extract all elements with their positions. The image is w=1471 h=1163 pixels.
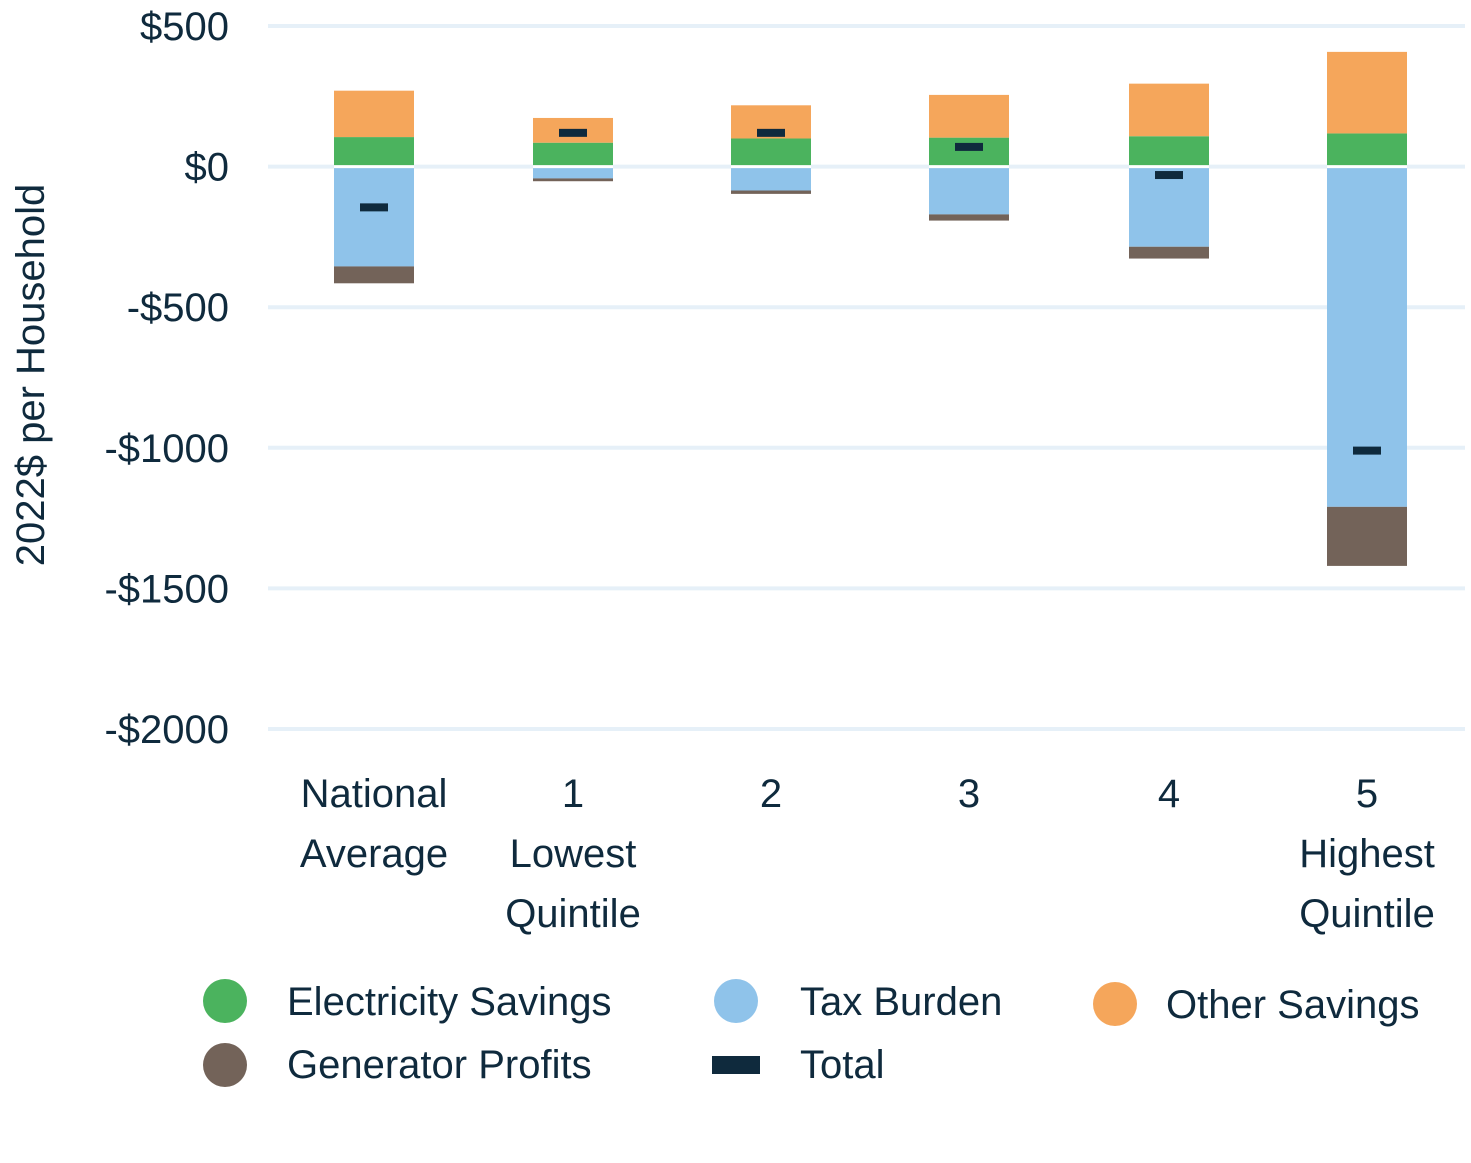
y-axis-ticks: $500 $0 -$500 -$1000 -$1500 -$2000 — [104, 5, 229, 752]
bar-tax-burden — [731, 166, 811, 191]
bar-electricity-savings — [334, 137, 414, 167]
x-tick-label: National — [301, 772, 448, 816]
bar-generator-profits — [929, 214, 1009, 221]
bar-other-savings — [1327, 51, 1407, 134]
total-marker — [360, 203, 388, 212]
total-marker — [1353, 446, 1381, 455]
bar-generator-profits — [1129, 246, 1209, 259]
y-tick-label: -$2000 — [104, 708, 229, 752]
x-tick-label: 2 — [760, 772, 782, 816]
x-tick-label: Highest — [1299, 832, 1435, 876]
legend: Electricity Savings Tax Burden Other Savin… — [203, 979, 1419, 1087]
bar-electricity-savings — [1327, 133, 1407, 167]
bar-electricity-savings — [1129, 136, 1209, 167]
legend-label-generator-profits: Generator Profits — [287, 1043, 592, 1087]
y-tick-label: -$500 — [127, 286, 229, 330]
legend-swatch-total — [712, 1056, 760, 1074]
legend-swatch-generator-profits — [203, 1043, 247, 1087]
legend-label-total: Total — [800, 1043, 885, 1087]
legend-label-other-savings: Other Savings — [1166, 983, 1419, 1027]
x-tick-label: 5 — [1356, 772, 1378, 816]
bar-generator-profits — [334, 266, 414, 284]
bar-tax-burden — [334, 166, 414, 267]
bar-generator-profits — [533, 178, 613, 182]
x-tick-label: Quintile — [1299, 892, 1435, 936]
y-tick-label: $500 — [140, 5, 229, 49]
bar-generator-profits — [731, 190, 811, 194]
legend-label-electricity-savings: Electricity Savings — [287, 980, 612, 1024]
legend-swatch-electricity-savings — [203, 979, 247, 1023]
total-marker — [757, 128, 785, 137]
x-tick-label: Lowest — [510, 832, 637, 876]
bar-generator-profits — [1327, 506, 1407, 566]
bar-electricity-savings — [929, 137, 1009, 167]
x-tick-label: 1 — [562, 772, 584, 816]
bar-tax-burden — [1129, 166, 1209, 247]
y-tick-label: $0 — [185, 146, 230, 190]
bar-other-savings — [334, 90, 414, 138]
total-marker — [955, 142, 983, 151]
bar-other-savings — [1129, 83, 1209, 137]
y-tick-label: -$1500 — [104, 567, 229, 611]
total-marker — [1155, 171, 1183, 180]
legend-label-tax-burden: Tax Burden — [800, 980, 1002, 1024]
bars — [334, 51, 1407, 566]
x-tick-label: Average — [300, 832, 448, 876]
bar-electricity-savings — [533, 142, 613, 167]
total-marker — [559, 128, 587, 137]
legend-swatch-other-savings — [1093, 982, 1137, 1026]
y-axis-label: 2022$ per Household — [9, 184, 53, 567]
bar-tax-burden — [1327, 166, 1407, 507]
x-axis-ticks: National Average 1 Lowest Quintile 2 3 4 5 Highes… — [300, 772, 1435, 936]
legend-swatch-tax-burden — [714, 979, 758, 1023]
y-tick-label: -$1000 — [104, 427, 229, 471]
bar-tax-burden — [929, 166, 1009, 215]
bar-electricity-savings — [731, 138, 811, 167]
gridlines — [268, 24, 1465, 731]
x-tick-label: 3 — [958, 772, 980, 816]
x-tick-label: Quintile — [505, 892, 641, 936]
bar-tax-burden — [533, 166, 613, 179]
bar-other-savings — [929, 94, 1009, 138]
x-tick-label: 4 — [1158, 772, 1180, 816]
